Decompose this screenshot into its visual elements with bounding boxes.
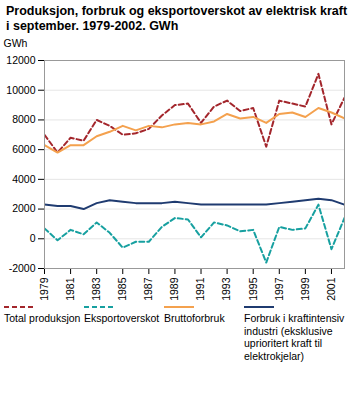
svg-text:-2000: -2000 bbox=[9, 262, 36, 274]
svg-text:1983: 1983 bbox=[90, 277, 102, 301]
svg-text:GWh: GWh bbox=[4, 37, 28, 49]
svg-text:1981: 1981 bbox=[64, 277, 76, 301]
svg-text:8000: 8000 bbox=[12, 113, 36, 125]
html-text:Forbruk i kraftintensiv indust: Forbruk i kraftintensiv industri (eksklu… bbox=[244, 312, 345, 362]
svg-text:1999: 1999 bbox=[299, 277, 311, 301]
svg-text:0: 0 bbox=[30, 232, 36, 244]
html-text:Total produksjon Eksportoversk: Total produksjon Eksportoverskot Bruttof… bbox=[4, 312, 225, 324]
svg-text:4000: 4000 bbox=[12, 173, 36, 185]
svg-text:1997: 1997 bbox=[273, 277, 285, 301]
svg-text:1989: 1989 bbox=[168, 277, 180, 301]
svg-text:1995: 1995 bbox=[247, 277, 259, 301]
svg-text:1991: 1991 bbox=[194, 277, 206, 301]
svg-text:1985: 1985 bbox=[116, 277, 128, 301]
svg-text:12000: 12000 bbox=[6, 54, 35, 66]
svg-text:2001: 2001 bbox=[325, 277, 337, 301]
svg-text:1979: 1979 bbox=[38, 277, 50, 301]
svg-text:2000: 2000 bbox=[12, 202, 36, 214]
html-text:Produksjon, forbruk og eksport: Produksjon, forbruk og eksportoverskot a… bbox=[6, 4, 348, 33]
svg-text:1987: 1987 bbox=[142, 277, 154, 301]
svg-text:6000: 6000 bbox=[12, 143, 36, 155]
svg-text:1993: 1993 bbox=[220, 277, 232, 301]
svg-text:10000: 10000 bbox=[6, 84, 35, 96]
